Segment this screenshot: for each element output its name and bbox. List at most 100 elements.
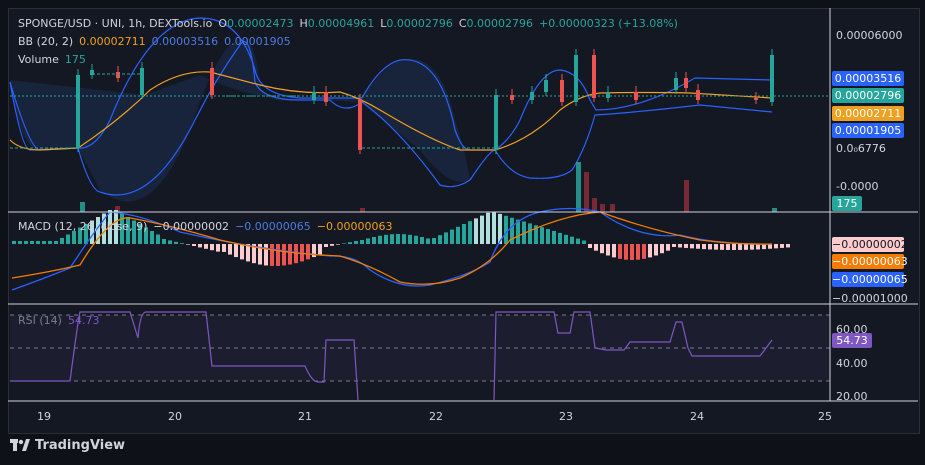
tradingview-footer[interactable]: TradingView [10,438,125,453]
price-change: +0.00000323 (+13.08%) [539,17,678,30]
header-legend: SPONGE/USD · UNI, 1h, DEXTools.io O0.000… [18,17,678,30]
macd-hist-bar-84 [516,219,520,244]
macd-hist-bar-81 [498,213,502,244]
chart-frame[interactable] [8,8,920,434]
volume-legend[interactable]: Volume 175 [18,53,86,66]
macd-hist-bar-70 [432,238,436,244]
macd-hist-bar-51 [318,244,322,255]
bb-basis-tag: 0.00002711 [832,106,904,121]
macd-hist-bar-124 [756,244,760,250]
macd-hist-bar-57 [354,241,358,244]
macd-hist-bar-102 [624,244,628,260]
volume-bar-1 [115,206,120,212]
macd-hist-bar-43 [270,244,274,266]
macd-hist-bar-60 [372,237,376,244]
macd-hist-bar-115 [702,244,706,250]
macd-hist-bar-10 [72,231,76,244]
time-label-24: 24 [690,410,704,423]
ohlc-high: H0.00004961 [299,17,375,30]
macd-hist-bar-63 [390,234,394,244]
rsi-value: 54.73 [67,314,100,327]
macd-hist-bar-40 [252,244,256,264]
macd-hist-bar-29 [186,244,190,245]
macd-legend[interactable]: MACD (12, 26, close, 9) −0.00000002 −0.0… [18,220,392,233]
volume-value: 175 [64,53,86,66]
macd-hist-bar-31 [198,244,202,248]
macd-pane [11,207,790,291]
macd-hist-bar-4 [36,241,40,244]
volume-bar-5 [592,198,597,212]
macd-hist-bar-1 [18,241,22,244]
macd-hist-bar-68 [420,237,424,244]
candle-body-11 [544,80,548,92]
macd-hist-bar-6 [48,241,52,244]
candle-body-12 [560,80,564,102]
volume-bars [80,162,777,212]
macd-hist-bar-12 [84,224,88,244]
rsi-legend[interactable]: RSI (14) 54.73 [18,314,99,327]
rsi-pane [10,311,830,401]
macd-hist-bar-2 [24,241,28,244]
time-label-21: 21 [298,410,312,423]
volume-bar-9 [772,208,777,212]
macd-hist-bar-123 [750,244,754,250]
macd-hist-bar-32 [204,244,208,249]
candle-body-8 [494,95,498,150]
macd-hist-bar-89 [546,229,550,244]
time-label-25: 25 [818,410,832,423]
macd-hist-bar-16 [108,210,112,244]
rsi-axis-40: 40.00 [836,357,868,370]
macd-hist-bar-74 [456,226,460,244]
macd-hist-bar-114 [696,244,700,249]
volume-bar-7 [610,204,615,212]
macd-hist-bar-105 [642,244,646,259]
candle-body-21 [770,55,774,102]
macd-hist-bar-71 [438,235,442,244]
macd-hist-bar-15 [102,213,106,244]
macd-hist-bar-30 [192,244,196,246]
macd-signal-tag: −0.00000065 [832,272,908,287]
macd-hist-bar-128 [780,244,784,248]
volume-tag: 175 [832,196,862,211]
macd-hist-bar-46 [288,244,292,265]
macd-hist-bar-76 [468,221,472,244]
macd-hist-bar-33 [210,244,214,251]
macd-hist-bar-24 [156,234,160,244]
macd-hist-bar-83 [510,217,514,244]
bb-legend[interactable]: BB (20, 2) 0.00002711 0.00003516 0.00001… [18,35,291,48]
macd-hist-bar-116 [708,244,712,250]
macd-hist-bar-111 [678,244,682,248]
macd-hist-bar-104 [636,244,640,260]
macd-hist-bar-100 [612,244,616,258]
macd-hist-bar-119 [726,244,730,250]
last-price-tag: 0.00002796 [832,88,904,103]
candle-body-4 [210,68,214,95]
rsi-axis-60: 60.00 [836,323,868,336]
time-label-23: 23 [559,410,573,423]
macd-hist-bar-62 [384,234,388,244]
macd-hist-bar-106 [648,244,652,258]
tradingview-brand: TradingView [35,438,126,453]
macd-hist-bar-91 [558,232,562,244]
macd-hist-bar-47 [294,244,298,264]
volume-label: Volume [18,53,59,66]
time-label-20: 20 [168,410,182,423]
tradingview-logo-icon [10,439,30,451]
candle-body-9 [510,95,514,100]
macd-hist-bar-37 [234,244,238,258]
macd-hist-bar-9 [66,234,70,244]
macd-hist-bar-64 [396,234,400,244]
candle-body-16 [634,92,638,100]
macd-hist-bar-65 [402,234,406,244]
ohlc-low: L0.00002796 [380,17,453,30]
macd-hist-bar-88 [540,227,544,244]
macd-hist-bar-97 [594,244,598,251]
volume-bar-6 [600,204,605,212]
macd-hist-bar-56 [348,242,352,244]
macd-hist-bar-69 [426,238,430,244]
bb-lower-tag: 0.00001905 [832,123,904,138]
macd-value: −0.00000002 [153,220,230,233]
time-label-22: 22 [429,410,443,423]
candle-body-18 [684,78,688,88]
